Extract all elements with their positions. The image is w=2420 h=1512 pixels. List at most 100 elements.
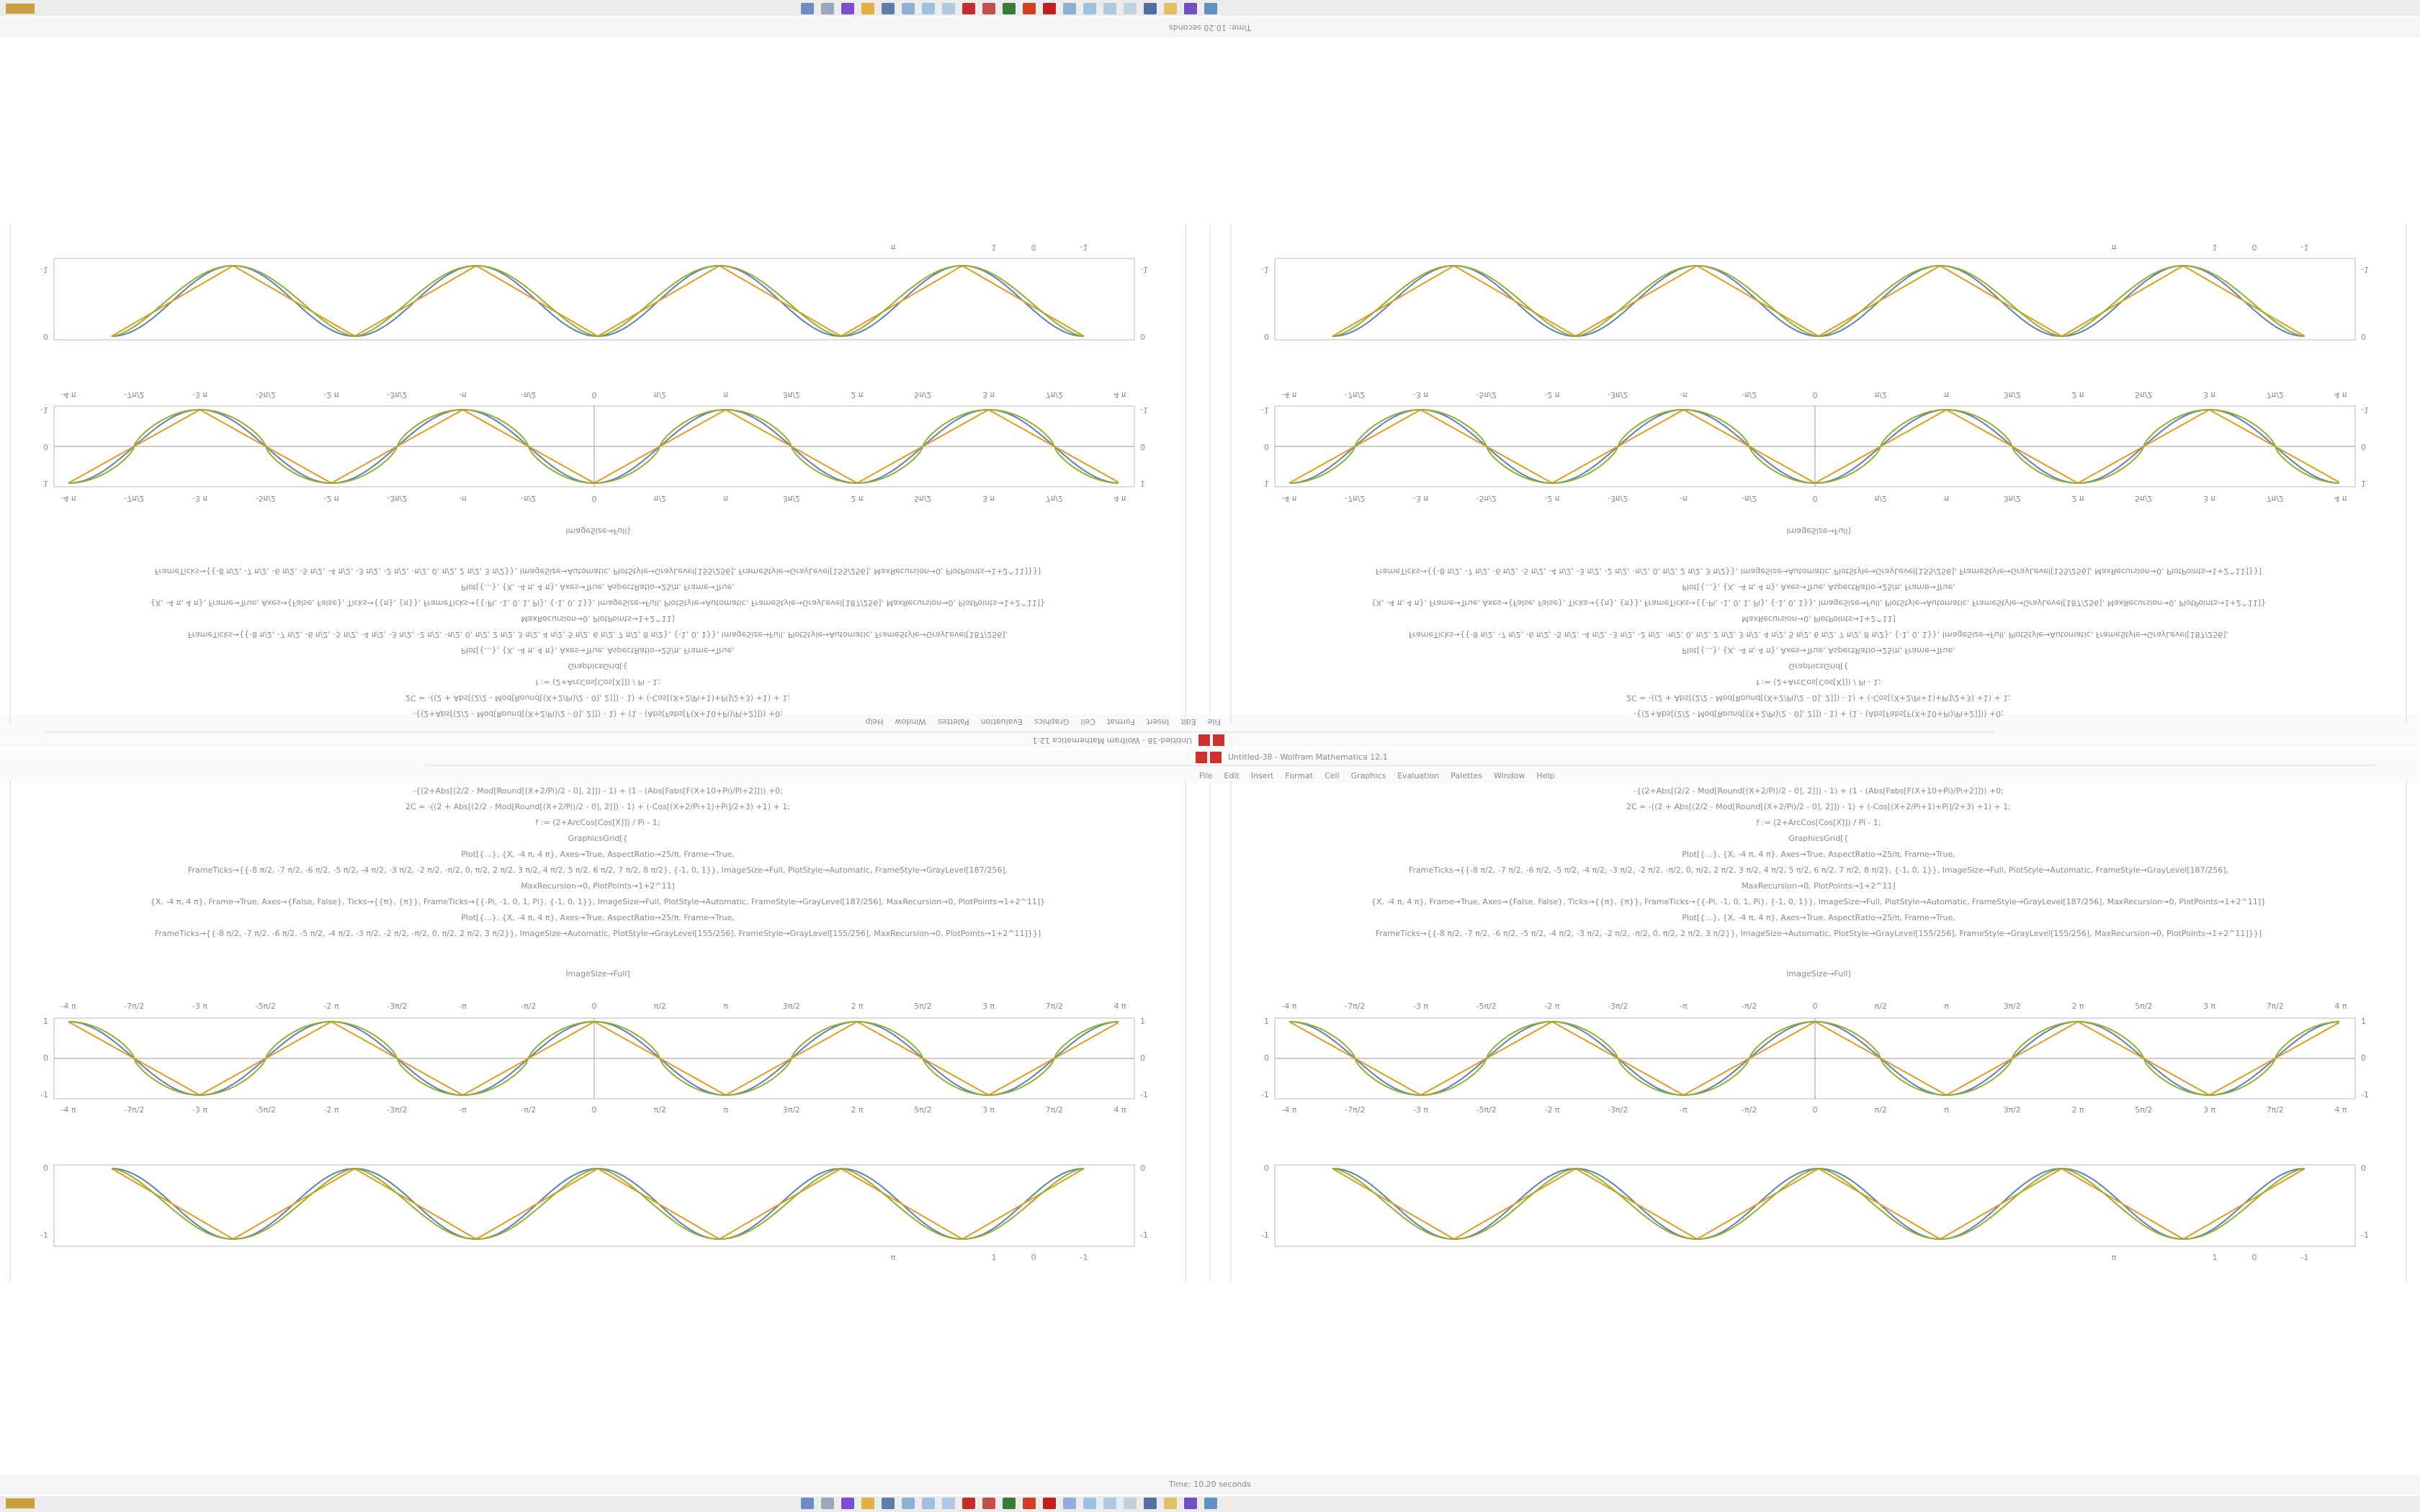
x-tick-label: -π/2 xyxy=(521,1105,536,1115)
taskbar-icon[interactable] xyxy=(1063,1498,1076,1509)
taskbar-icon[interactable] xyxy=(1144,3,1157,14)
x-tick-label: 3 π xyxy=(982,390,995,400)
menu-item[interactable]: Edit xyxy=(1180,717,1196,726)
taskbar-icon[interactable] xyxy=(821,3,834,14)
code-line: FrameTicks→{{-8 π/2, -7 π/2, -6 π/2, -5 … xyxy=(188,630,1008,639)
menu-item[interactable]: Help xyxy=(1536,771,1554,780)
close-btn[interactable] xyxy=(1198,734,1210,746)
taskbar-icon[interactable] xyxy=(801,1498,814,1509)
taskbar-icon[interactable] xyxy=(1184,1498,1197,1509)
taskbar-icon[interactable] xyxy=(801,3,814,14)
taskbar-icon[interactable] xyxy=(1083,3,1096,14)
taskbar-icon[interactable] xyxy=(1083,1498,1096,1509)
x-tick-label: 3π/2 xyxy=(783,494,800,503)
taskbar-icon[interactable] xyxy=(922,3,935,14)
code-line: 2C = -((2 + Abs[(2/2 - Mod[Round[(X+2/Pi… xyxy=(405,693,790,703)
taskbar-icon[interactable] xyxy=(1003,1498,1016,1509)
taskbar-icon[interactable] xyxy=(1003,3,1016,14)
plot-frame xyxy=(1274,258,2356,341)
taskbar-icon[interactable] xyxy=(1164,3,1177,14)
menu-item[interactable]: Help xyxy=(865,717,883,726)
x-tick-label: 5π/2 xyxy=(2135,390,2152,400)
taskbar-icon[interactable] xyxy=(1103,1498,1116,1509)
x-tick-label: -π/2 xyxy=(521,494,536,503)
menu-item[interactable]: Palettes xyxy=(938,717,969,726)
x-tick-label: 2 π xyxy=(2071,494,2084,503)
start-icon[interactable] xyxy=(6,1498,35,1508)
x-tick-label: -5π/2 xyxy=(256,1002,276,1011)
hump-curve xyxy=(111,1167,1085,1240)
close-btn[interactable] xyxy=(1210,752,1222,763)
taskbar-icon[interactable] xyxy=(1043,1498,1056,1509)
y-tick-label: 0 xyxy=(43,1053,48,1063)
taskbar-icon[interactable] xyxy=(1144,1498,1157,1509)
taskbar-icon[interactable] xyxy=(1103,3,1116,14)
taskbar-icon[interactable] xyxy=(1204,3,1217,14)
taskbar-icon[interactable] xyxy=(982,3,995,14)
code-line: {X, -4 π, 4 π}, Frame→True, Axes→{False,… xyxy=(151,598,1045,608)
x-tick-label: -5π/2 xyxy=(1476,1105,1497,1115)
x-tick-label: -2 π xyxy=(1544,494,1559,503)
menu-item[interactable]: Graphics xyxy=(1034,717,1070,726)
x-tick-label: 3π/2 xyxy=(2004,494,2021,503)
taskbar-icon[interactable] xyxy=(942,1498,955,1509)
x-tick-label: -3π/2 xyxy=(1608,390,1628,400)
x-tick-label: -4 π xyxy=(60,1105,76,1115)
taskbar-icon[interactable] xyxy=(861,1498,874,1509)
x-tick-label: -π xyxy=(1680,1002,1688,1011)
taskbar-icon[interactable] xyxy=(902,3,915,14)
close-btn[interactable] xyxy=(1213,734,1224,746)
code-line: GraphicsGrid[{ xyxy=(1789,834,1849,843)
taskbar-icon[interactable] xyxy=(821,1498,834,1509)
taskbar-icon[interactable] xyxy=(1043,3,1056,14)
menu-item[interactable]: Graphics xyxy=(1351,771,1386,780)
output-label: ImageSize→Full] xyxy=(1786,969,1850,978)
code-line: FrameTicks→{{-8 π/2, -7 π/2, -6 π/2, -5 … xyxy=(188,865,1008,875)
taskbar-icon[interactable] xyxy=(1023,1498,1036,1509)
taskbar-icon[interactable] xyxy=(861,3,874,14)
code-line: f := (2+ArcCos[Cos[X]]) / Pi - 1; xyxy=(1756,678,1881,687)
taskbar-icon[interactable] xyxy=(882,3,895,14)
x-tick-label: -π xyxy=(1680,390,1688,400)
x-tick-label: π/2 xyxy=(1875,1105,1887,1115)
start-icon[interactable] xyxy=(6,4,35,14)
menu-item[interactable]: Format xyxy=(1285,771,1313,780)
menu-item[interactable]: Window xyxy=(895,717,926,726)
taskbar-icon[interactable] xyxy=(882,1498,895,1509)
taskbar-icon[interactable] xyxy=(942,3,955,14)
taskbar-icon[interactable] xyxy=(962,3,975,14)
x-tick-label: 4 π xyxy=(2334,1105,2347,1115)
taskbar-icon[interactable] xyxy=(1204,1498,1217,1509)
close-btn[interactable] xyxy=(1196,752,1207,763)
taskbar-icon[interactable] xyxy=(962,1498,975,1509)
x-tick-label: π/2 xyxy=(1875,494,1887,503)
menu-item[interactable]: Edit xyxy=(1224,771,1240,780)
menu-item[interactable]: Cell xyxy=(1325,771,1340,780)
plot-frame xyxy=(1274,1164,2356,1247)
y-tick-label: 0 xyxy=(1264,442,1269,451)
menu-item[interactable]: File xyxy=(1199,771,1213,780)
taskbar-icon[interactable] xyxy=(922,1498,935,1509)
taskbar-icon[interactable] xyxy=(841,3,854,14)
taskbar-icon[interactable] xyxy=(982,1498,995,1509)
menu-item[interactable]: Evaluation xyxy=(981,717,1023,726)
taskbar-icon[interactable] xyxy=(1124,1498,1137,1509)
menu-item[interactable]: File xyxy=(1207,717,1221,726)
menu-item[interactable]: Evaluation xyxy=(1397,771,1439,780)
x-tick-label: 3 π xyxy=(982,1002,995,1011)
menu-item[interactable]: Palettes xyxy=(1451,771,1482,780)
taskbar-icon[interactable] xyxy=(902,1498,915,1509)
code-line: -{(2+Abs[(2/2 - Mod[Round[(X+2/Pi)/2 - 0… xyxy=(413,709,783,719)
menu-item[interactable]: Cell xyxy=(1080,717,1095,726)
menu-item[interactable]: Insert xyxy=(1251,771,1274,780)
taskbar-icon[interactable] xyxy=(1164,1498,1177,1509)
menu-item[interactable]: Window xyxy=(1494,771,1525,780)
menu-item[interactable]: Insert xyxy=(1146,717,1169,726)
taskbar-icon[interactable] xyxy=(1063,3,1076,14)
taskbar-icon[interactable] xyxy=(1184,3,1197,14)
x-tick-label: π xyxy=(2112,1253,2117,1262)
taskbar-icon[interactable] xyxy=(1023,3,1036,14)
taskbar-icon[interactable] xyxy=(1124,3,1137,14)
menu-item[interactable]: Format xyxy=(1106,717,1134,726)
taskbar-icon[interactable] xyxy=(841,1498,854,1509)
